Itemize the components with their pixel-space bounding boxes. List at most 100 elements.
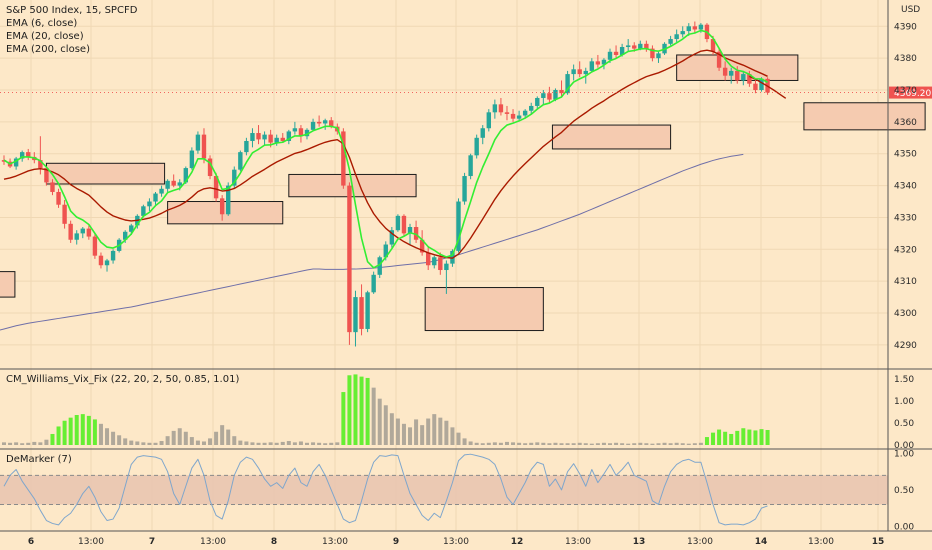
vix-bar-83 — [504, 441, 509, 445]
vix-bar-9 — [56, 426, 61, 445]
candle-112 — [680, 26, 685, 38]
pane-frames — [0, 0, 932, 532]
vix-bar-101 — [614, 442, 619, 445]
candle-body-4 — [26, 152, 31, 157]
vix-bar-125 — [759, 429, 764, 445]
candle-107 — [650, 45, 655, 62]
candle-27 — [165, 179, 170, 192]
candle-body-67 — [407, 227, 413, 234]
candle-body-107 — [650, 48, 655, 59]
candle-78 — [474, 134, 479, 159]
candle-12 — [74, 230, 79, 245]
vix-bar-72 — [438, 417, 443, 445]
vix-bar-91 — [553, 442, 558, 445]
vix-bar-51 — [311, 442, 316, 445]
candle-body-97 — [589, 61, 595, 71]
vix-bar-112 — [680, 443, 685, 445]
candle-body-99 — [601, 59, 607, 65]
vix-bar-115 — [698, 442, 703, 445]
candle-40 — [244, 137, 249, 156]
candle-body-64 — [389, 230, 395, 245]
candle-body-91 — [553, 90, 558, 100]
candle-body-92 — [559, 90, 564, 94]
vix-bar-95 — [577, 442, 582, 445]
candle-59 — [359, 284, 364, 336]
candle-body-81 — [492, 104, 498, 113]
candle-body-69 — [419, 239, 425, 253]
vix-tick-2: 1.00 — [894, 397, 914, 407]
vix-bar-47 — [286, 441, 291, 445]
vix-bar-56 — [341, 392, 346, 445]
vix-bar-114 — [692, 443, 697, 445]
grid — [0, 0, 888, 530]
candle-92 — [559, 80, 564, 97]
vix-bar-77 — [468, 441, 473, 445]
vix-bar-2 — [14, 442, 19, 445]
vix-bar-87 — [529, 442, 534, 445]
vix-bar-17 — [105, 428, 110, 445]
ema200-line — [0, 153, 744, 331]
vix-bar-108 — [656, 443, 661, 445]
vix-tick-1: 0.50 — [894, 419, 914, 429]
candle-81 — [492, 99, 498, 119]
currency-label: USD — [901, 5, 920, 15]
vix-bar-98 — [595, 443, 600, 445]
candle-108 — [656, 51, 661, 63]
last-price-line: 4369.20 — [0, 86, 932, 99]
vix-bar-90 — [547, 443, 552, 445]
candle-111 — [674, 29, 679, 43]
vix-bar-94 — [571, 443, 576, 445]
vix-bar-21 — [129, 440, 134, 445]
candle-24 — [147, 198, 152, 212]
candle-body-110 — [668, 39, 673, 44]
vix-bar-52 — [317, 442, 322, 445]
vix-bar-86 — [523, 443, 528, 445]
symbol-title: S&P 500 Index, 15, SPCFD — [6, 5, 138, 16]
candle-121 — [735, 66, 740, 84]
candle-body-31 — [189, 150, 195, 169]
vix-bar-0 — [2, 442, 6, 445]
price-tick-0: 4290 — [894, 341, 917, 351]
vix-bar-89 — [541, 442, 546, 445]
candle-body-104 — [632, 45, 637, 49]
candle-32 — [195, 131, 201, 154]
vix-bar-126 — [765, 430, 770, 445]
vix-bar-10 — [62, 420, 67, 445]
candle-119 — [722, 61, 728, 81]
candle-34 — [207, 155, 213, 180]
vix-bar-96 — [583, 443, 588, 445]
candle-body-72 — [438, 257, 443, 271]
candle-body-60 — [365, 292, 370, 329]
candle-body-93 — [565, 74, 570, 94]
demarker-band-fill — [0, 475, 888, 505]
vix-bar-38 — [232, 436, 237, 445]
vix-bar-35 — [214, 431, 219, 445]
candle-45 — [274, 134, 279, 146]
candle-79 — [480, 125, 485, 145]
candle-97 — [589, 58, 595, 73]
candle-118 — [716, 48, 722, 71]
candle-52 — [316, 115, 322, 127]
zone-box-2 — [167, 201, 284, 225]
vix-bar-93 — [565, 443, 570, 445]
candle-58 — [353, 290, 358, 347]
vix-bar-121 — [735, 430, 740, 445]
candle-14 — [86, 225, 92, 240]
candle-33 — [201, 128, 207, 164]
candle-31 — [189, 147, 195, 170]
candle-body-7 — [44, 168, 49, 183]
candle-body-80 — [486, 112, 491, 129]
candle-body-62 — [377, 257, 382, 275]
candle-body-2 — [13, 158, 19, 167]
vix-bar-3 — [20, 443, 25, 445]
vix-bar-73 — [444, 420, 449, 445]
candle-75 — [456, 198, 461, 253]
vix-bar-13 — [80, 414, 85, 445]
candle-body-90 — [547, 93, 552, 100]
candle-13 — [80, 227, 85, 239]
demarker-title: DeMarker (7) — [6, 454, 72, 465]
candle-body-82 — [498, 104, 504, 113]
vix-bar-31 — [189, 437, 194, 445]
